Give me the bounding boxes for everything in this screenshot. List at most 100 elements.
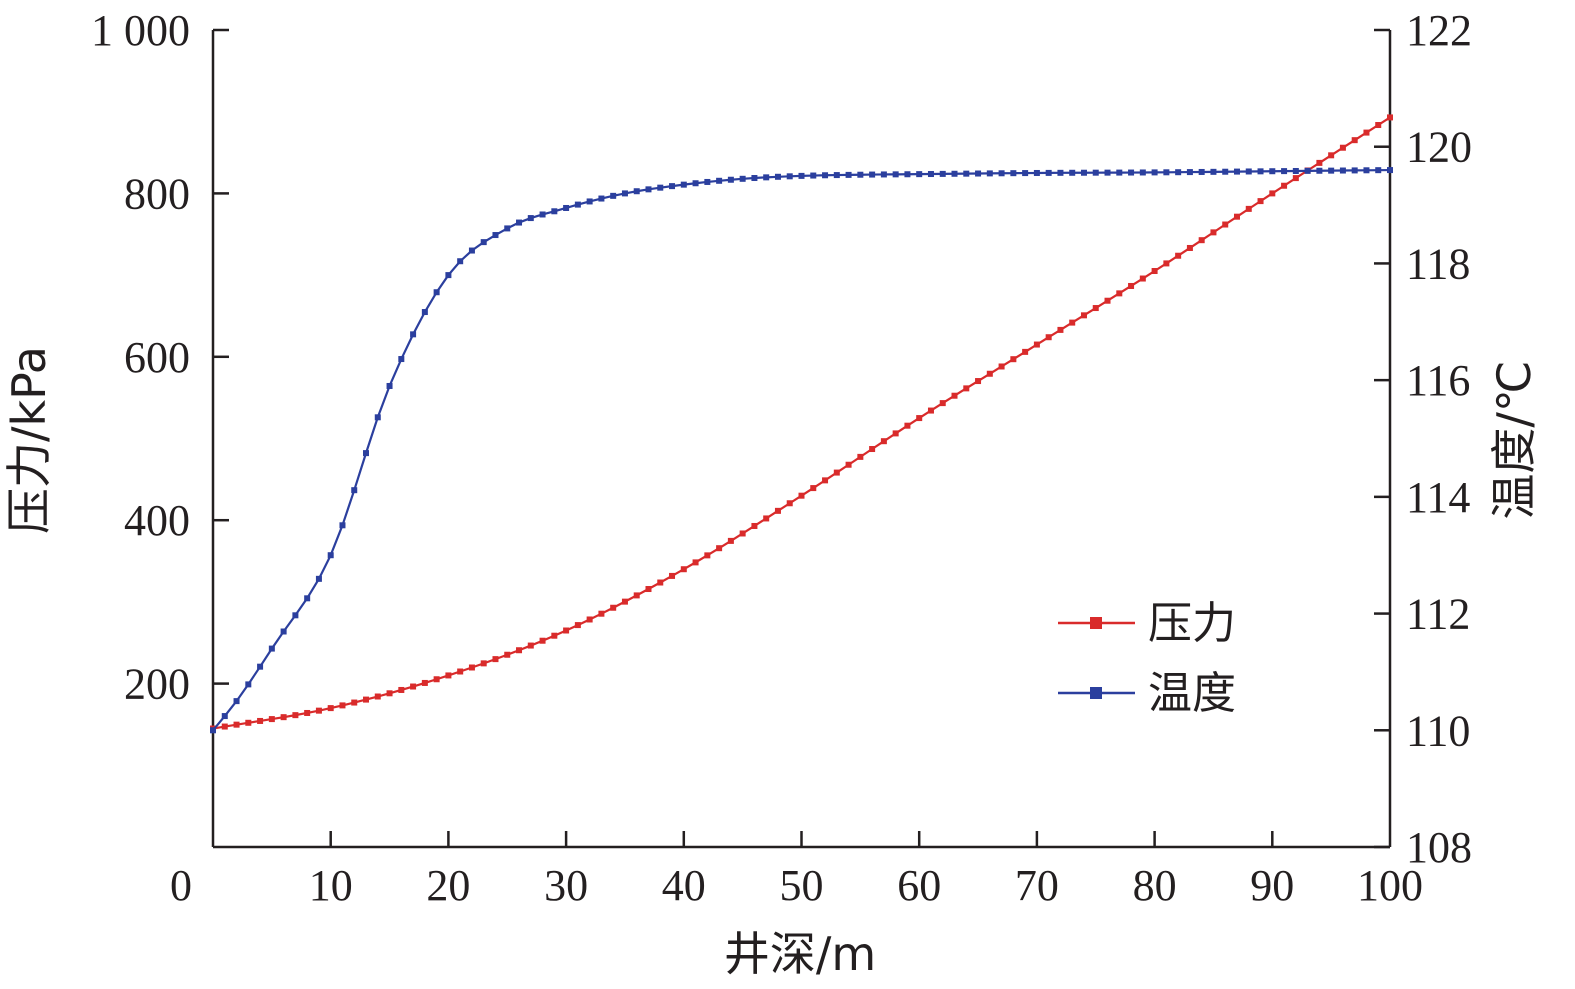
x-tick-label: 50 [780,861,824,910]
x-tick-label: 30 [544,861,588,910]
series-marker [504,225,511,232]
series-marker [574,622,581,629]
series-marker [1222,168,1229,175]
series-marker [963,385,970,392]
left-y-tick-label: 600 [124,333,190,382]
series-marker [516,219,523,226]
series-marker [257,717,264,724]
series-marker [386,382,393,389]
series-marker [351,487,358,494]
series-marker [774,173,781,180]
series-marker [1022,170,1029,177]
series-marker [374,693,381,700]
series-marker [563,204,570,211]
series-marker [1069,169,1076,176]
series-marker [645,186,652,193]
series-marker [1328,167,1335,174]
series-marker [1033,341,1040,348]
series-marker [1387,167,1393,174]
series-marker [257,663,264,670]
series-marker [1198,237,1205,244]
series-marker [739,175,746,182]
right-y-tick-label: 114 [1406,473,1470,522]
x-tick-label: 20 [426,861,470,910]
series-marker [963,170,970,177]
series-marker [1375,167,1382,174]
series-marker [645,586,652,593]
series-marker [716,177,723,184]
series-marker [786,173,793,180]
series-marker [904,422,911,429]
series-marker [1245,168,1252,175]
series-marker [492,656,499,663]
series-marker [1387,114,1393,121]
series-marker [315,707,322,714]
series-marker [1186,169,1193,176]
series-marker [1186,244,1193,251]
series-marker [692,559,699,566]
series-marker [998,363,1005,370]
left-y-tick-label: 800 [124,169,190,218]
series-marker [457,258,464,265]
right-y-tick-label: 116 [1406,356,1470,405]
series-marker [998,170,1005,177]
series-marker [892,430,899,437]
series-marker [1245,205,1252,212]
series-marker [869,446,876,453]
series-marker [727,537,734,544]
series-marker [939,400,946,407]
series-marker [810,172,817,179]
series-marker [292,612,299,619]
series-marker [657,184,664,191]
series-marker [1151,268,1158,275]
series-marker [1010,170,1017,177]
x-tick-label: 10 [309,861,353,910]
series-marker [621,598,628,605]
series-marker [1363,129,1370,136]
series-marker [539,637,546,644]
x-tick-label: 40 [662,861,706,910]
series-marker [657,579,664,586]
series-marker [480,239,487,246]
series-marker [727,176,734,183]
series-marker [798,492,805,499]
series-marker [245,719,252,726]
axes [211,30,1392,849]
series-marker [633,188,640,195]
series-marker [822,477,829,484]
series-marker [516,647,523,654]
left-y-tick-label: 200 [124,660,190,709]
x-tick-label: 0 [170,861,192,910]
series-marker [798,172,805,179]
series-marker [1045,169,1052,176]
series-marker [268,645,275,652]
series-marker [1233,168,1240,175]
x-tick-label: 60 [897,861,941,910]
series-marker [1139,275,1146,282]
ticks: 0 10 20 30 40 50 60 70 80 90 100 200 400 600 800 1 000 1… [91,6,1472,910]
series-marker [763,174,770,181]
series-marker [916,171,923,178]
series-marker [292,712,299,719]
series-marker [1104,297,1111,304]
series-marker [739,530,746,537]
series-marker [280,628,287,635]
series-marker [445,672,452,679]
series-marker [751,522,758,529]
series-marker [1022,348,1029,355]
legend-temperature-label: 温度 [1148,668,1236,719]
series-marker [857,171,864,178]
series-marker [939,170,946,177]
series-marker [527,215,534,222]
series-marker [210,727,216,734]
series-marker [1104,169,1111,176]
series-marker [1304,167,1311,174]
series-marker [374,414,381,421]
right-y-tick-label: 120 [1406,123,1472,172]
series-marker [1257,168,1264,175]
series-marker [904,171,911,178]
series-marker [704,552,711,559]
series-marker [586,616,593,623]
series-marker [1057,326,1064,333]
